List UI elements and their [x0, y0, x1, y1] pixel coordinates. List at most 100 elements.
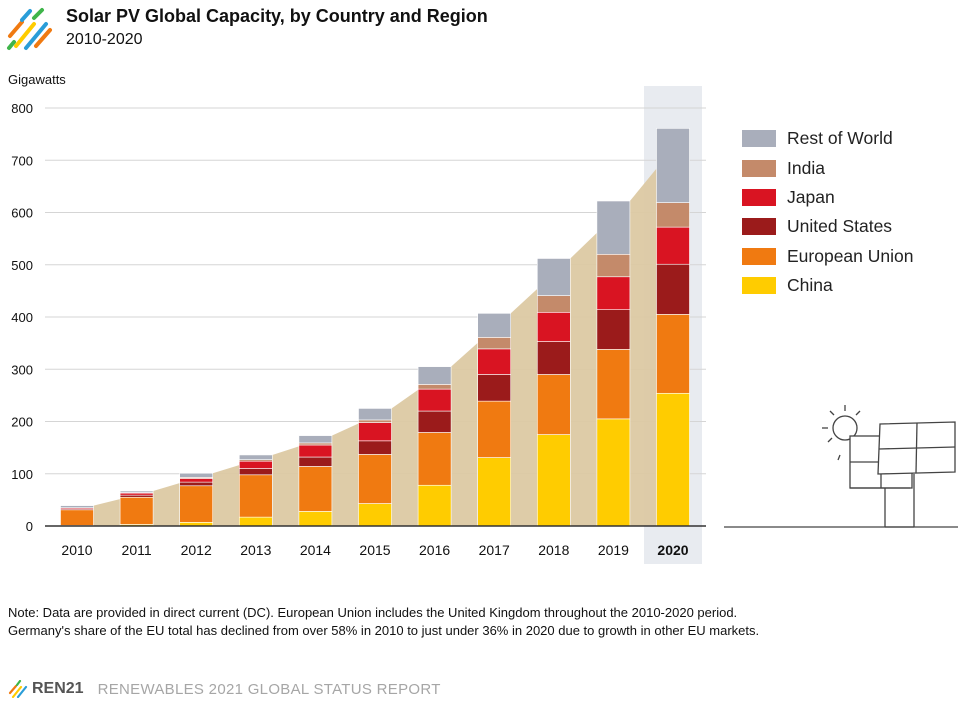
legend-item-european-union: European Union — [742, 242, 913, 271]
sun-icon — [832, 415, 858, 441]
x-tick-label: 2019 — [598, 542, 629, 558]
solar-panel-illustration — [724, 405, 958, 528]
legend-item-japan: Japan — [742, 183, 913, 212]
bar-segment-european-union — [596, 349, 631, 420]
legend-swatch — [742, 247, 776, 265]
x-tick-label: 2014 — [300, 542, 331, 558]
bar-segment-japan — [358, 422, 392, 442]
y-tick-label: 500 — [11, 258, 33, 273]
footer-brand: REN21 — [32, 680, 84, 697]
bar-segment-rest-of-world — [596, 200, 631, 255]
note-line: Note: Data are provided in direct curren… — [8, 605, 738, 620]
bar-segment-united-states — [119, 494, 154, 498]
bar-segment-united-states — [536, 341, 571, 375]
bar-segment-china — [298, 511, 333, 527]
bar-segment-japan — [656, 226, 690, 265]
bar-segment-european-union — [417, 432, 452, 486]
legend-label: United States — [787, 216, 893, 237]
bar-segment-rest-of-world — [239, 454, 273, 460]
bar-segment-united-states — [239, 468, 273, 476]
bar-segment-rest-of-world — [656, 128, 690, 203]
bar-segment-rest-of-world — [298, 435, 333, 444]
y-tick-label: 800 — [11, 101, 33, 116]
bar-segment-india — [477, 337, 512, 350]
x-tick-label: 2013 — [240, 542, 271, 558]
bar-segment-united-states — [358, 440, 392, 455]
bar-segment-european-union — [239, 474, 273, 518]
bar-segment-china — [596, 418, 631, 527]
footer-report-title: RENEWABLES 2021 GLOBAL STATUS REPORT — [97, 680, 441, 698]
legend-label: China — [787, 275, 833, 296]
chart-note: Note: Data are provided in direct curren… — [8, 604, 759, 640]
legend-swatch — [742, 130, 776, 148]
x-tick-label: 2018 — [538, 542, 569, 558]
bar-segment-china — [358, 503, 392, 527]
y-axis-label: Gigawatts — [8, 72, 66, 87]
bar-segment-rest-of-world — [417, 366, 452, 385]
bar-segment-united-states — [596, 309, 631, 350]
bar-segment-japan — [477, 348, 512, 375]
bar-segment-rest-of-world — [60, 505, 94, 509]
bar-segment-japan — [179, 478, 213, 483]
legend-label: Rest of World — [787, 128, 893, 149]
legend-label: Japan — [787, 186, 835, 207]
y-tick-label: 600 — [11, 206, 33, 221]
x-tick-label: 2011 — [122, 542, 152, 558]
legend-label: India — [787, 157, 825, 178]
x-tick-label: 2012 — [181, 542, 212, 558]
bar-segment-japan — [119, 492, 154, 496]
y-tick-label: 200 — [11, 415, 33, 430]
bar-segment-united-states — [298, 456, 333, 467]
legend-swatch — [742, 218, 776, 236]
bar-segment-china — [417, 484, 452, 527]
legend-swatch — [742, 159, 776, 177]
bar-segment-european-union — [60, 509, 94, 526]
bar-segment-china — [656, 392, 690, 527]
bar-segment-india — [656, 202, 690, 228]
x-tick-label: 2020 — [657, 542, 688, 558]
legend-item-china: China — [742, 271, 913, 300]
x-tick-label: 2010 — [61, 542, 92, 558]
bar-segment-rest-of-world — [477, 313, 512, 338]
bar-segment-japan — [417, 388, 452, 412]
bar-segment-rest-of-world — [358, 408, 392, 421]
y-tick-label: 300 — [11, 362, 33, 377]
x-tick-label: 2016 — [419, 542, 450, 558]
ren21-logo-icon — [7, 8, 52, 50]
bar-segment-united-states — [477, 374, 512, 402]
chart-subtitle: 2010-2020 — [66, 31, 143, 48]
bar-segment-china — [477, 457, 512, 527]
bar-segment-japan — [298, 444, 333, 458]
x-tick-label: 2017 — [479, 542, 510, 558]
y-tick-label: 100 — [11, 467, 33, 482]
footer: REN21 RENEWABLES 2021 GLOBAL STATUS REPO… — [8, 679, 441, 699]
ren21-small-logo-icon — [8, 680, 28, 698]
bar-segment-japan — [596, 276, 631, 310]
legend-item-rest-of-world: Rest of World — [742, 124, 913, 153]
y-tick-label: 0 — [26, 519, 33, 534]
legend-swatch — [742, 188, 776, 206]
legend-item-united-states: United States — [742, 212, 913, 241]
chart-legend: Rest of World India Japan United States … — [742, 124, 913, 300]
legend-label: European Union — [787, 245, 914, 266]
bar-segment-rest-of-world — [536, 258, 571, 296]
bar-segment-united-states — [179, 481, 213, 487]
bar-segment-european-union — [119, 496, 154, 525]
bar-segment-european-union — [179, 485, 213, 523]
chart-title: Solar PV Global Capacity, by Country and… — [66, 6, 488, 26]
bar-segment-india — [536, 295, 571, 313]
bar-segment-japan — [239, 460, 273, 469]
bar-segment-rest-of-world — [119, 490, 154, 493]
legend-item-india: India — [742, 153, 913, 182]
bar-segment-united-states — [417, 410, 452, 433]
bar-segment-european-union — [536, 374, 571, 435]
bar-segment-china — [239, 516, 273, 527]
bar-segment-china — [536, 434, 571, 527]
bar-segment-united-states — [656, 263, 690, 315]
legend-swatch — [742, 277, 776, 295]
bar-segment-european-union — [358, 454, 392, 504]
bar-segment-india — [596, 254, 631, 278]
bar-segment-european-union — [298, 466, 333, 512]
y-tick-label: 700 — [11, 153, 33, 168]
bar-segment-european-union — [656, 314, 690, 394]
